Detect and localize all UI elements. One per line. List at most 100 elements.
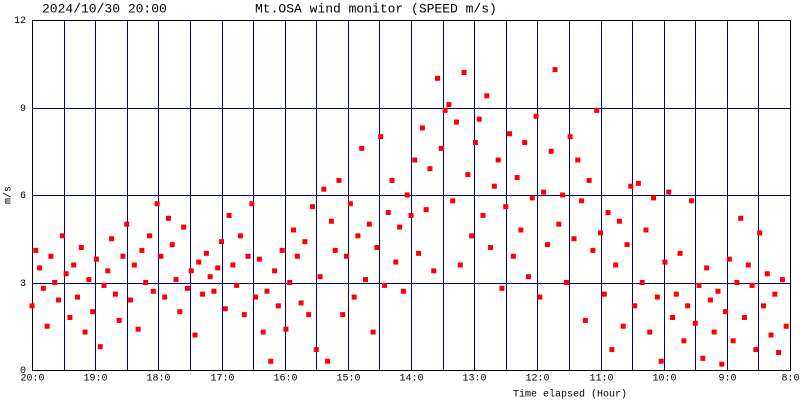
data-point [355, 233, 361, 239]
data-point [499, 285, 505, 291]
data-point [400, 288, 406, 294]
data-point [457, 262, 463, 268]
data-point [582, 317, 588, 323]
data-point [476, 116, 482, 122]
data-point [704, 265, 710, 271]
data-point [598, 230, 603, 236]
data-point [109, 236, 115, 242]
data-point [662, 259, 668, 265]
data-point [431, 268, 437, 274]
data-point [116, 317, 122, 323]
data-point [86, 277, 92, 283]
data-point [154, 201, 160, 207]
data-point [541, 189, 547, 195]
data-point [370, 329, 376, 335]
x-tick-label: 16:0 [273, 374, 297, 385]
data-point [624, 242, 630, 248]
data-point [317, 274, 323, 280]
data-point [416, 250, 422, 256]
data-point [560, 192, 566, 198]
data-point [518, 227, 524, 233]
y-tick-label: 0 [20, 366, 26, 377]
data-point [567, 134, 573, 140]
data-point [681, 338, 687, 344]
data-point [143, 280, 149, 285]
data-point [158, 253, 164, 259]
data-point [340, 312, 346, 318]
data-point [328, 218, 334, 224]
data-point [336, 177, 342, 183]
x-tick-label: 14:0 [399, 374, 423, 385]
data-point [63, 271, 69, 277]
data-point [491, 183, 497, 189]
y-tick-label: 6 [20, 191, 26, 202]
data-point [249, 201, 255, 207]
data-point [309, 204, 315, 210]
data-point [514, 175, 520, 180]
data-point [779, 277, 785, 283]
x-tick-label: 12:0 [525, 374, 549, 385]
data-point [306, 312, 312, 318]
timestamp: 2024/10/30 20:00 [42, 1, 167, 16]
data-point [654, 294, 660, 300]
data-point [200, 291, 206, 297]
x-tick-label: 15:0 [336, 374, 360, 385]
data-point [707, 297, 713, 303]
data-point [412, 157, 418, 163]
data-point [742, 315, 748, 320]
data-point [594, 107, 600, 113]
data-point [635, 180, 641, 186]
data-point [745, 262, 751, 268]
data-point [537, 294, 543, 300]
data-point [711, 329, 717, 335]
x-tick-label: 9:0 [718, 374, 736, 385]
data-point [552, 67, 558, 73]
data-point [484, 93, 490, 99]
data-point [658, 358, 664, 364]
data-point [222, 306, 228, 312]
data-point [124, 221, 130, 227]
data-point [162, 294, 168, 300]
data-point [313, 347, 319, 353]
data-point [628, 183, 634, 189]
data-point [275, 303, 281, 309]
data-point [237, 233, 243, 239]
data-point [359, 145, 365, 151]
data-point [450, 198, 456, 204]
x-tick-label: 17:0 [210, 374, 234, 385]
data-point [397, 224, 403, 230]
data-point [105, 268, 111, 274]
data-point [461, 70, 467, 75]
data-point [571, 236, 577, 242]
data-point [351, 294, 357, 300]
data-point [256, 256, 262, 262]
data-point [453, 119, 459, 125]
data-point [169, 242, 175, 248]
data-point [177, 309, 183, 315]
y-tick-label: 12 [14, 16, 26, 27]
data-point [503, 204, 509, 210]
plot-frame [32, 20, 791, 371]
x-tick-label: 11:0 [589, 374, 613, 385]
data-point [760, 303, 766, 309]
data-point [605, 210, 611, 215]
data-point [647, 329, 653, 335]
data-point [44, 323, 50, 329]
data-point [321, 186, 327, 192]
data-point [533, 113, 539, 119]
data-point [230, 262, 236, 268]
data-point [764, 271, 770, 277]
data-point [616, 218, 622, 224]
data-point [427, 166, 433, 172]
data-point [150, 288, 156, 294]
data-point [146, 233, 152, 239]
data-point [29, 303, 35, 309]
data-point [643, 227, 649, 233]
data-point [389, 177, 395, 183]
data-point [347, 201, 353, 207]
data-point [56, 297, 62, 303]
x-tick-label: 19:0 [83, 374, 107, 385]
data-point [408, 212, 414, 218]
data-point [120, 253, 126, 259]
